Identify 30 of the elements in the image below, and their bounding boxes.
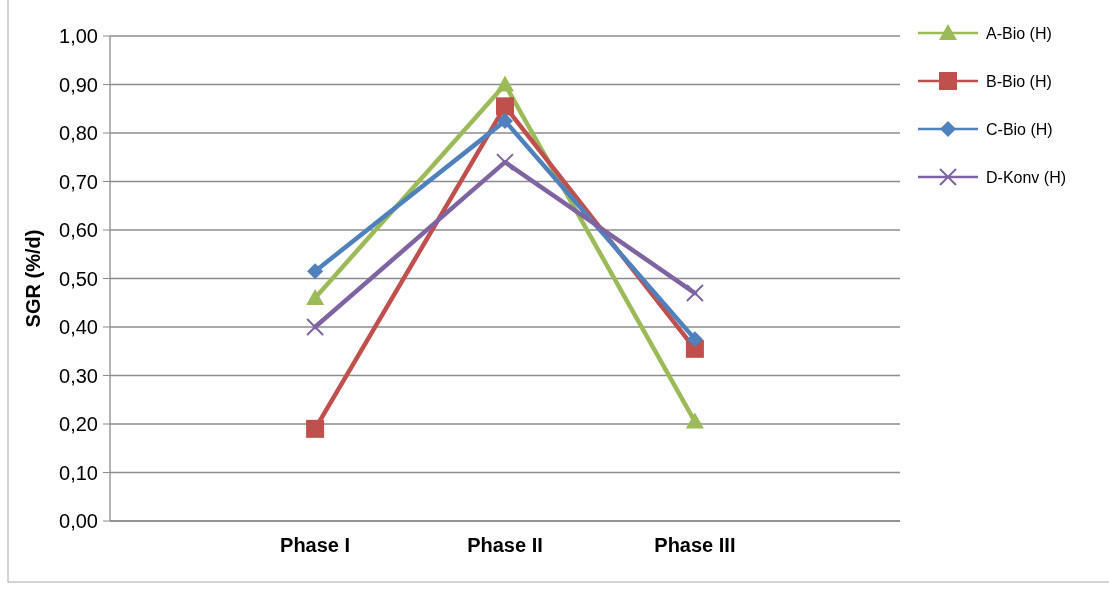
y-tick-label: 0,70 [59, 170, 98, 193]
y-axis-title: SGR (%/d) [22, 229, 44, 328]
point [306, 288, 325, 305]
y-tick-label: 0,90 [59, 73, 98, 96]
x-tick-label: Phase II [467, 534, 543, 556]
y-tick-label: 0,00 [59, 510, 98, 532]
point [496, 75, 514, 92]
y-tick-label: 0,40 [59, 316, 98, 338]
legend-label: D-Konv (H) [986, 168, 1067, 186]
point [306, 419, 325, 438]
point [496, 97, 514, 116]
x-tick-label: Phase III [654, 534, 736, 556]
y-tick-label: 0,50 [59, 267, 98, 290]
y-tick-label: 0,80 [59, 122, 98, 144]
legend-label: C-Bio (H) [986, 120, 1053, 138]
x-tick-label: Phase I [280, 534, 351, 556]
point [306, 318, 325, 336]
y-tick-label: 0,20 [59, 413, 98, 435]
point [685, 284, 704, 303]
y-tick-label: 0,60 [59, 219, 98, 241]
point [685, 412, 704, 429]
point [307, 263, 324, 280]
y-tick-label: 0,30 [59, 364, 98, 387]
y-tick-label: 0,10 [59, 461, 98, 484]
y-tick-label: 1,00 [59, 25, 98, 47]
point [686, 331, 703, 348]
point [496, 153, 514, 172]
legend-label: B-Bio (H) [986, 72, 1052, 90]
legend-label: A-Bio (H) [986, 24, 1052, 42]
point [497, 112, 513, 129]
